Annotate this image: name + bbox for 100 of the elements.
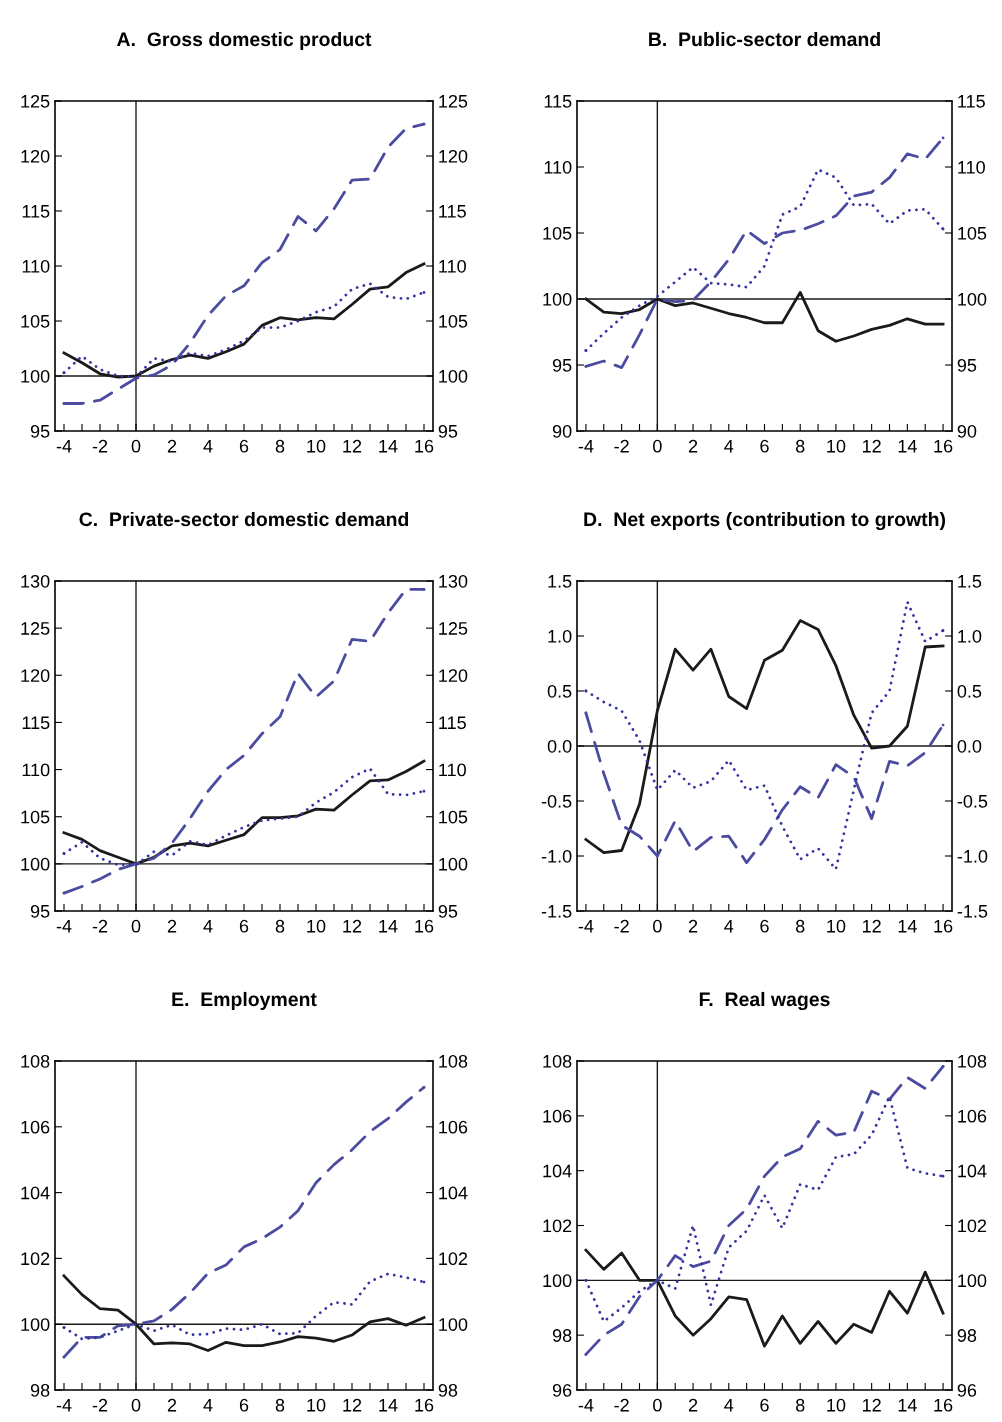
- point: [422, 291, 426, 294]
- y2-tick-label: 95: [438, 904, 458, 918]
- y2-tick-label: 104: [439, 1186, 468, 1200]
- x-tick-label: 10: [307, 1398, 326, 1412]
- x-tick-label: 2: [167, 439, 177, 453]
- x-tick-label: -4: [56, 1399, 72, 1412]
- x-tick-label: 8: [275, 919, 285, 933]
- x-tick-label: 4: [724, 920, 734, 933]
- x-tick-label: 16: [415, 439, 434, 453]
- y2-tick-label: 96: [957, 1383, 977, 1397]
- y-tick-label: 0.5: [547, 684, 572, 698]
- y-tick-label: 96: [552, 1383, 572, 1397]
- x-tick-label: 8: [275, 1398, 285, 1412]
- point: [584, 364, 588, 368]
- x-tick-label: -2: [92, 919, 108, 933]
- y2-tick-label: 115: [439, 716, 466, 730]
- point: [62, 852, 66, 855]
- x-tick-label: 0: [653, 919, 662, 933]
- x-tick-label: 16: [934, 439, 953, 453]
- x-tick-label: 4: [724, 440, 734, 453]
- y-tick-label: 110: [544, 160, 572, 174]
- y-tick-label: 110: [22, 763, 50, 777]
- y2-tick-label: -1.0: [957, 849, 988, 863]
- point: [941, 629, 945, 632]
- point: [584, 1352, 588, 1356]
- line-series: [584, 1065, 945, 1356]
- point: [941, 1065, 945, 1068]
- point: [422, 789, 426, 793]
- x-tick-label: 8: [275, 439, 285, 453]
- x-tick-label: 12: [862, 1398, 881, 1412]
- y-tick-label: 100: [21, 369, 50, 383]
- y-tick-label: 125: [21, 94, 50, 108]
- x-tick-label: 4: [203, 1399, 213, 1412]
- x-tick-label: -2: [614, 1398, 629, 1412]
- chart-title: F. Real wages: [699, 991, 830, 1011]
- y-tick-label: -0.5: [541, 794, 572, 808]
- y2-tick-label: 98: [957, 1329, 977, 1342]
- x-tick-label: 4: [203, 440, 213, 453]
- y2-tick-label: -0.5: [957, 794, 988, 808]
- x-tick-label: 6: [239, 1398, 249, 1412]
- y-tick-label: 95: [552, 358, 572, 372]
- x-tick-label: 2: [167, 919, 177, 933]
- y2-tick-label: 104: [958, 1164, 987, 1178]
- x-tick-label: -4: [56, 920, 72, 933]
- y2-tick-label: 0.0: [957, 739, 982, 753]
- y-tick-label: 105: [21, 314, 50, 328]
- y-tick-label: 130: [21, 574, 50, 588]
- x-tick-label: 12: [343, 1398, 362, 1412]
- x-tick-label: -2: [614, 919, 629, 933]
- y-tick-label: 100: [543, 292, 572, 306]
- y-tick-label: 95: [30, 424, 50, 438]
- y-tick-label: 105: [543, 226, 572, 240]
- x-tick-label: 8: [795, 1398, 805, 1412]
- y2-tick-label: 110: [439, 259, 466, 273]
- y2-tick-label: 1.0: [958, 629, 982, 643]
- y-tick-label: 100: [21, 857, 50, 871]
- y2-tick-label: 108: [958, 1054, 987, 1068]
- x-tick-label: 14: [379, 920, 398, 933]
- x-tick-label: -4: [578, 1399, 594, 1412]
- y-tick-label: -1.5: [541, 905, 572, 918]
- x-tick-label: 10: [307, 919, 326, 933]
- x-tick-label: -4: [578, 440, 594, 453]
- x-tick-label: 10: [827, 439, 846, 453]
- y-tick-label: 106: [543, 1109, 572, 1123]
- y-tick-label: 100: [543, 1274, 572, 1288]
- y-tick-label: 106: [21, 1120, 50, 1134]
- chart-title: E. Employment: [172, 991, 317, 1011]
- y2-tick-label: 100: [439, 857, 468, 871]
- x-tick-label: 14: [898, 920, 917, 933]
- line-series: [584, 1095, 945, 1323]
- x-tick-label: -2: [614, 439, 629, 453]
- y-tick-label: 104: [543, 1164, 572, 1178]
- x-tick-label: 6: [239, 919, 249, 933]
- y-tick-label: 102: [21, 1252, 50, 1266]
- x-tick-label: 0: [131, 919, 141, 933]
- x-tick-label: 8: [795, 439, 805, 453]
- y-tick-label: 95: [30, 904, 50, 918]
- y-tick-label: 115: [544, 95, 572, 108]
- y2-tick-label: 130: [439, 574, 468, 588]
- y2-tick-label: 120: [439, 149, 468, 163]
- chart-title: A. Gross domestic product: [117, 31, 372, 51]
- y-tick-label: 90: [552, 424, 572, 438]
- x-tick-label: 12: [343, 919, 362, 933]
- x-tick-label: 8: [795, 919, 805, 933]
- point: [422, 588, 426, 591]
- y2-tick-label: 115: [439, 205, 466, 218]
- x-tick-label: 2: [167, 1398, 177, 1412]
- y-tick-label: 115: [22, 716, 50, 730]
- x-tick-label: 10: [307, 439, 326, 453]
- y2-tick-label: 106: [958, 1109, 987, 1123]
- y-tick-label: 108: [21, 1054, 50, 1068]
- point: [422, 1085, 426, 1089]
- x-tick-label: 14: [898, 440, 917, 453]
- y-tick-label: -1.0: [541, 849, 572, 863]
- y-tick-label: 120: [21, 149, 50, 163]
- x-tick-label: 16: [415, 919, 434, 933]
- y-tick-label: 110: [22, 259, 50, 273]
- x-tick-label: 6: [760, 1398, 769, 1412]
- y2-tick-label: 1.5: [958, 575, 982, 588]
- x-tick-label: -2: [92, 1398, 108, 1412]
